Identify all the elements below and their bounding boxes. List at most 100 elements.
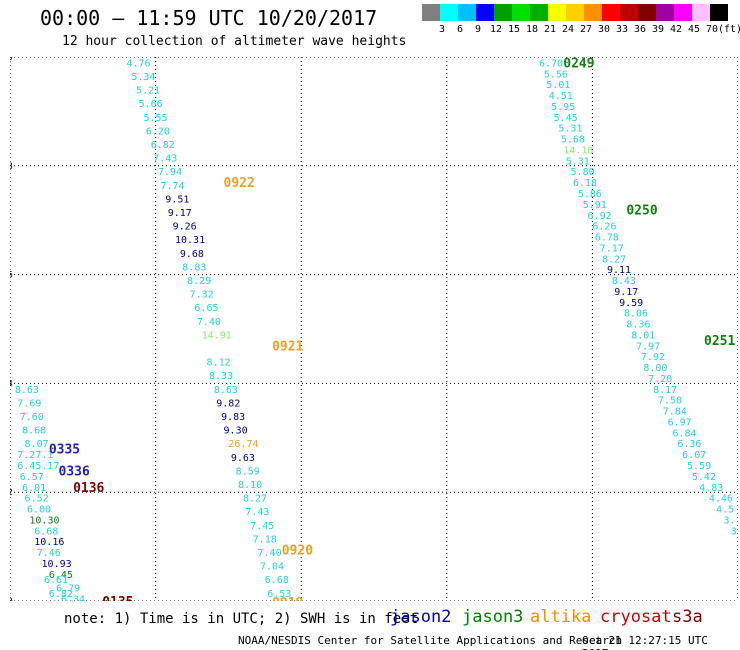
- track-time-label: 0922: [224, 176, 255, 191]
- swh-value: 6.53: [267, 589, 291, 600]
- swh-value: 7.45: [250, 521, 274, 532]
- color-scale-legend: 3 6 9 12 15 18 21 24 27 30 33 36 39 42 45 70 (ft): [422, 4, 740, 35]
- swh-value: 7.43: [245, 507, 269, 518]
- swh-value: 6.79: [56, 583, 80, 594]
- y-tick-label: 30: [10, 597, 13, 601]
- swh-value: 14.91: [202, 330, 232, 341]
- swh-value: 4.51: [549, 91, 573, 102]
- legend-swatch: [692, 4, 710, 21]
- swh-value: 8.10: [238, 480, 262, 491]
- swh-value: 5.34: [131, 72, 155, 83]
- swh-value: 6.52: [25, 494, 49, 505]
- swh-value: 6.97: [668, 417, 692, 428]
- swh-value: 8.83: [182, 262, 206, 273]
- swh-value: 10.30: [29, 515, 59, 526]
- track-time-label: 0921: [272, 339, 303, 354]
- swh-value: 9.17: [168, 208, 192, 219]
- swh-value: 6.78: [595, 233, 619, 244]
- legend-swatch: [440, 4, 458, 21]
- legend-label: 12: [489, 24, 503, 35]
- footer: note: 1) Time is in UTC; 2) SWH is in fe…: [0, 603, 740, 650]
- swh-value: 6.82: [49, 589, 73, 600]
- swh-value: 5.59: [687, 461, 711, 472]
- swh-value: 7.92: [641, 352, 665, 363]
- swh-value: 6.20: [146, 126, 170, 137]
- legend-label: 9: [474, 24, 482, 35]
- legend-label: 30: [597, 24, 611, 35]
- swh-value: 9.30: [224, 426, 248, 437]
- legend-swatch: [566, 4, 584, 21]
- swh-value: 5.80: [571, 167, 595, 178]
- credit-line: NOAA/NESDIS Center for Satellite Applica…: [238, 634, 623, 647]
- legend-swatch: [602, 4, 620, 21]
- swh-value: 5.45: [554, 113, 578, 124]
- swh-value: 8.63: [15, 385, 39, 396]
- track-time-label: 0920: [282, 543, 313, 558]
- legend-label: 42: [669, 24, 683, 35]
- legend-swatch: [422, 4, 440, 21]
- swh-value: 5.68: [561, 135, 585, 146]
- swh-value: 6.00: [27, 505, 51, 516]
- track-time-label: 0336: [59, 464, 90, 479]
- legend-label: 36: [633, 24, 647, 35]
- legend-label: 70: [705, 24, 719, 35]
- legend-label: 21: [543, 24, 557, 35]
- legend-swatch: [656, 4, 674, 21]
- swh-value: 14.18: [563, 145, 593, 156]
- swh-value: 6.70: [539, 58, 563, 69]
- swh-value: 7.84: [663, 407, 687, 418]
- swh-value: 7.18: [253, 534, 277, 545]
- y-tick-label: 40: [10, 57, 13, 63]
- swh-value: 5.66: [139, 99, 163, 110]
- swh-value: 7.50: [658, 396, 682, 407]
- legend-swatch: [548, 4, 566, 21]
- track-time-label: 0135: [102, 595, 133, 601]
- track-time-label: 0249: [563, 57, 594, 71]
- legend-swatch: [530, 4, 548, 21]
- y-tick-label: 32: [10, 488, 13, 498]
- swh-value: 10.16: [34, 537, 64, 548]
- swh-value: 5.31: [558, 124, 582, 135]
- swh-value: 6.82: [151, 140, 175, 151]
- swh-value: 6.65: [194, 303, 218, 314]
- legend-label: 27: [579, 24, 593, 35]
- swh-value: 5.91: [583, 200, 607, 211]
- swh-value: 7.04: [260, 562, 284, 573]
- swh-value: 7.46: [37, 548, 61, 559]
- swh-value: 6.45: [49, 570, 73, 581]
- legend-label: 6: [456, 24, 464, 35]
- swh-value: 8.43: [612, 276, 636, 287]
- swh-value: 8.00: [643, 363, 667, 374]
- legend-label: 15: [507, 24, 521, 35]
- legend-swatch: [458, 4, 476, 21]
- legend-swatch: [494, 4, 512, 21]
- swh-value: 9.82: [216, 398, 240, 409]
- swh-value: 7.17: [600, 243, 624, 254]
- legend-label: 45: [687, 24, 701, 35]
- swh-value: 9.63: [231, 453, 255, 464]
- swh-value: 6.68: [265, 575, 289, 586]
- swh-value: 5.01: [546, 80, 570, 91]
- swh-value: 6.07: [682, 450, 706, 461]
- legend-swatch: [620, 4, 638, 21]
- swh-value: 7.74: [160, 181, 184, 192]
- swh-value: 8.12: [207, 358, 231, 369]
- swh-value: 6.61: [44, 575, 68, 586]
- swh-value: 6.18: [573, 178, 597, 189]
- swh-value: 6.92: [588, 211, 612, 222]
- legend-label: 3: [438, 24, 446, 35]
- legend-swatch: [584, 4, 602, 21]
- legend-swatch: [710, 4, 728, 21]
- legend-swatch: [638, 4, 656, 21]
- mission-label: cryosat: [600, 607, 672, 627]
- legend-label: 39: [651, 24, 665, 35]
- swh-value: 6.41: [51, 600, 75, 601]
- swh-value: 8.07: [25, 439, 49, 450]
- swh-value: 6.34: [61, 594, 85, 601]
- track-time-label: 0335: [49, 443, 80, 458]
- track-time-label: 0251: [704, 334, 735, 349]
- units-note: note: 1) Time is in UTC; 2) SWH is in fe…: [64, 611, 419, 627]
- swh-value: 8.29: [187, 276, 211, 287]
- swh-value: 3.: [723, 515, 735, 526]
- swh-value: 8.27: [243, 494, 267, 505]
